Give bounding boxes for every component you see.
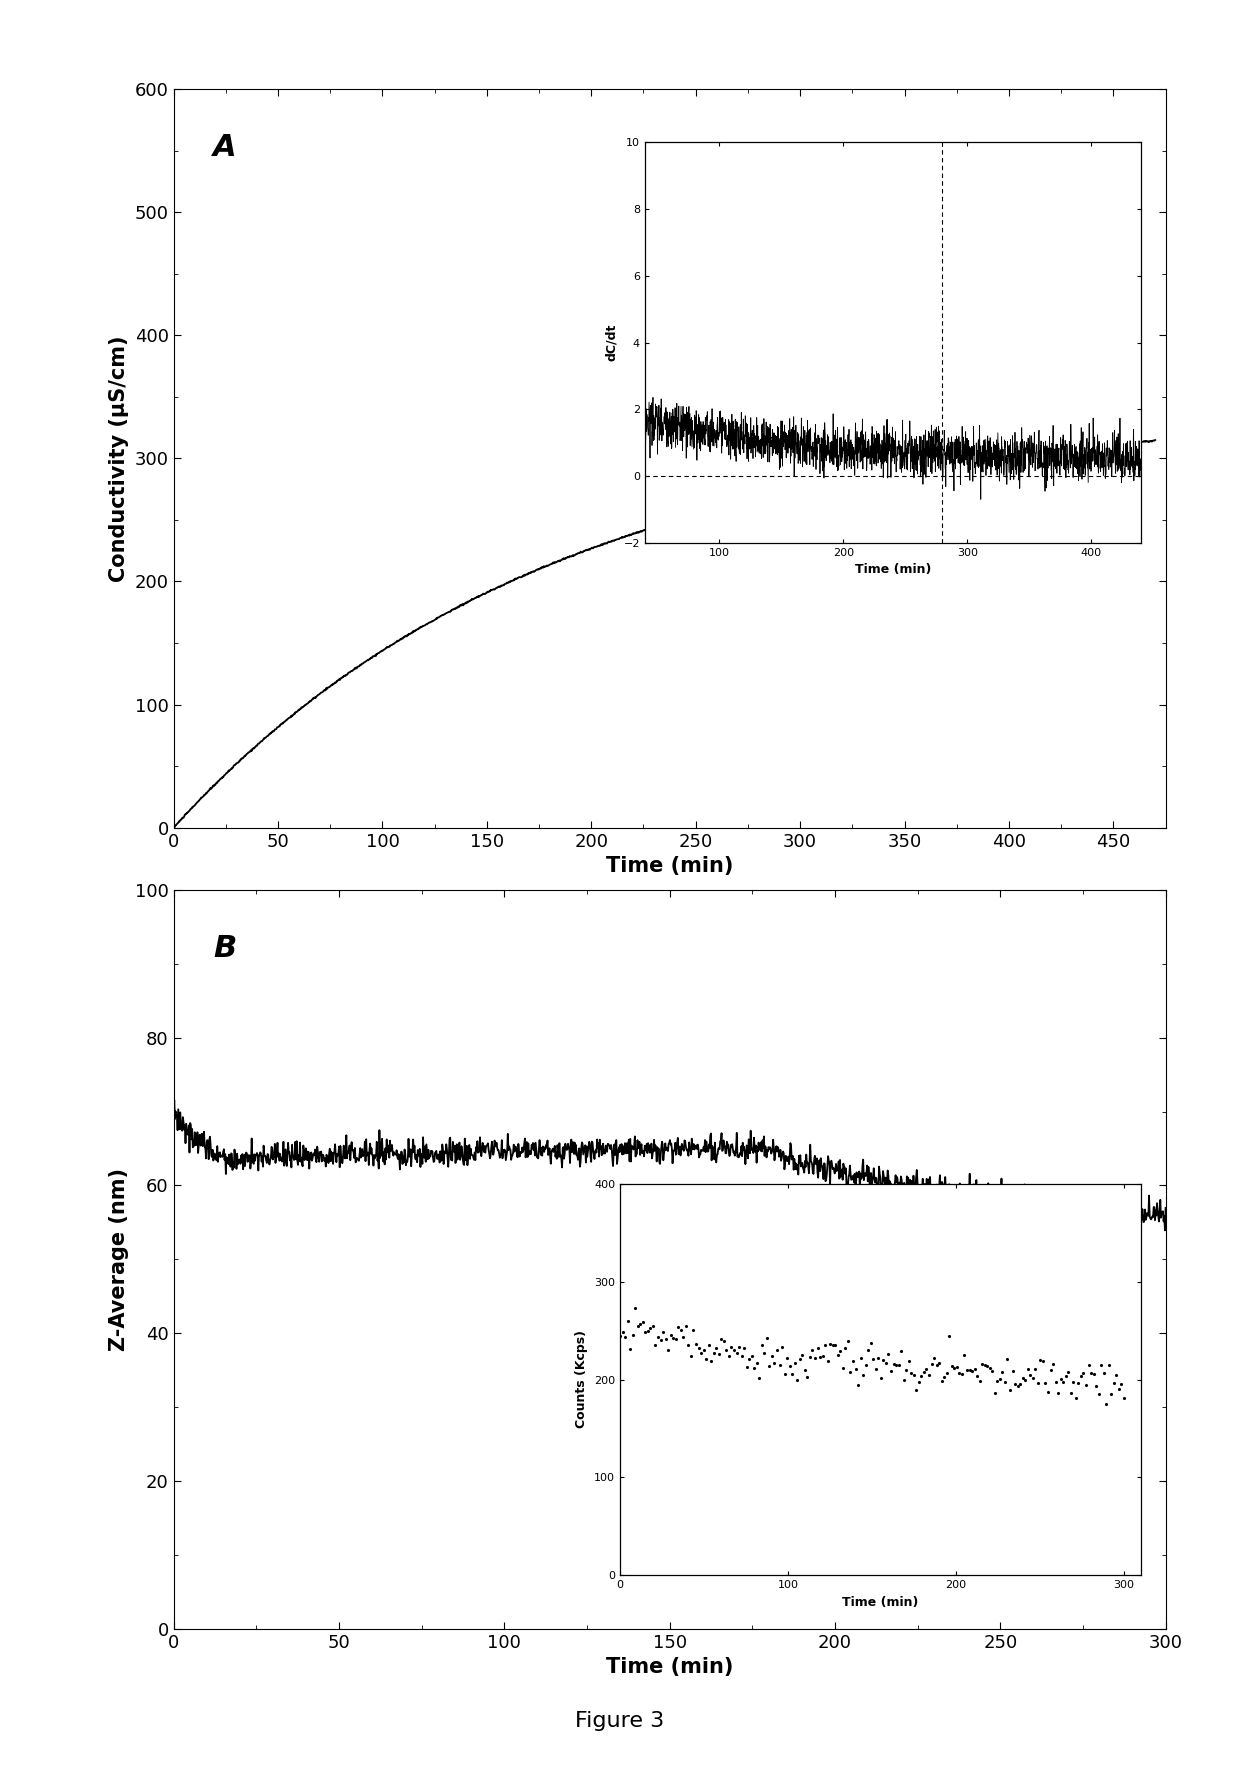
- Y-axis label: dC/dt: dC/dt: [605, 324, 618, 361]
- X-axis label: Time (min): Time (min): [606, 856, 733, 876]
- Text: Figure 3: Figure 3: [575, 1711, 665, 1732]
- X-axis label: Time (min): Time (min): [854, 562, 931, 577]
- Text: A: A: [213, 134, 237, 162]
- Y-axis label: Conductivity (μS/cm): Conductivity (μS/cm): [109, 335, 129, 582]
- Y-axis label: Counts (Kcps): Counts (Kcps): [575, 1330, 589, 1429]
- X-axis label: Time (min): Time (min): [842, 1595, 919, 1609]
- Text: B: B: [213, 934, 237, 963]
- X-axis label: Time (min): Time (min): [606, 1657, 733, 1677]
- Y-axis label: Z-Average (nm): Z-Average (nm): [109, 1168, 129, 1351]
